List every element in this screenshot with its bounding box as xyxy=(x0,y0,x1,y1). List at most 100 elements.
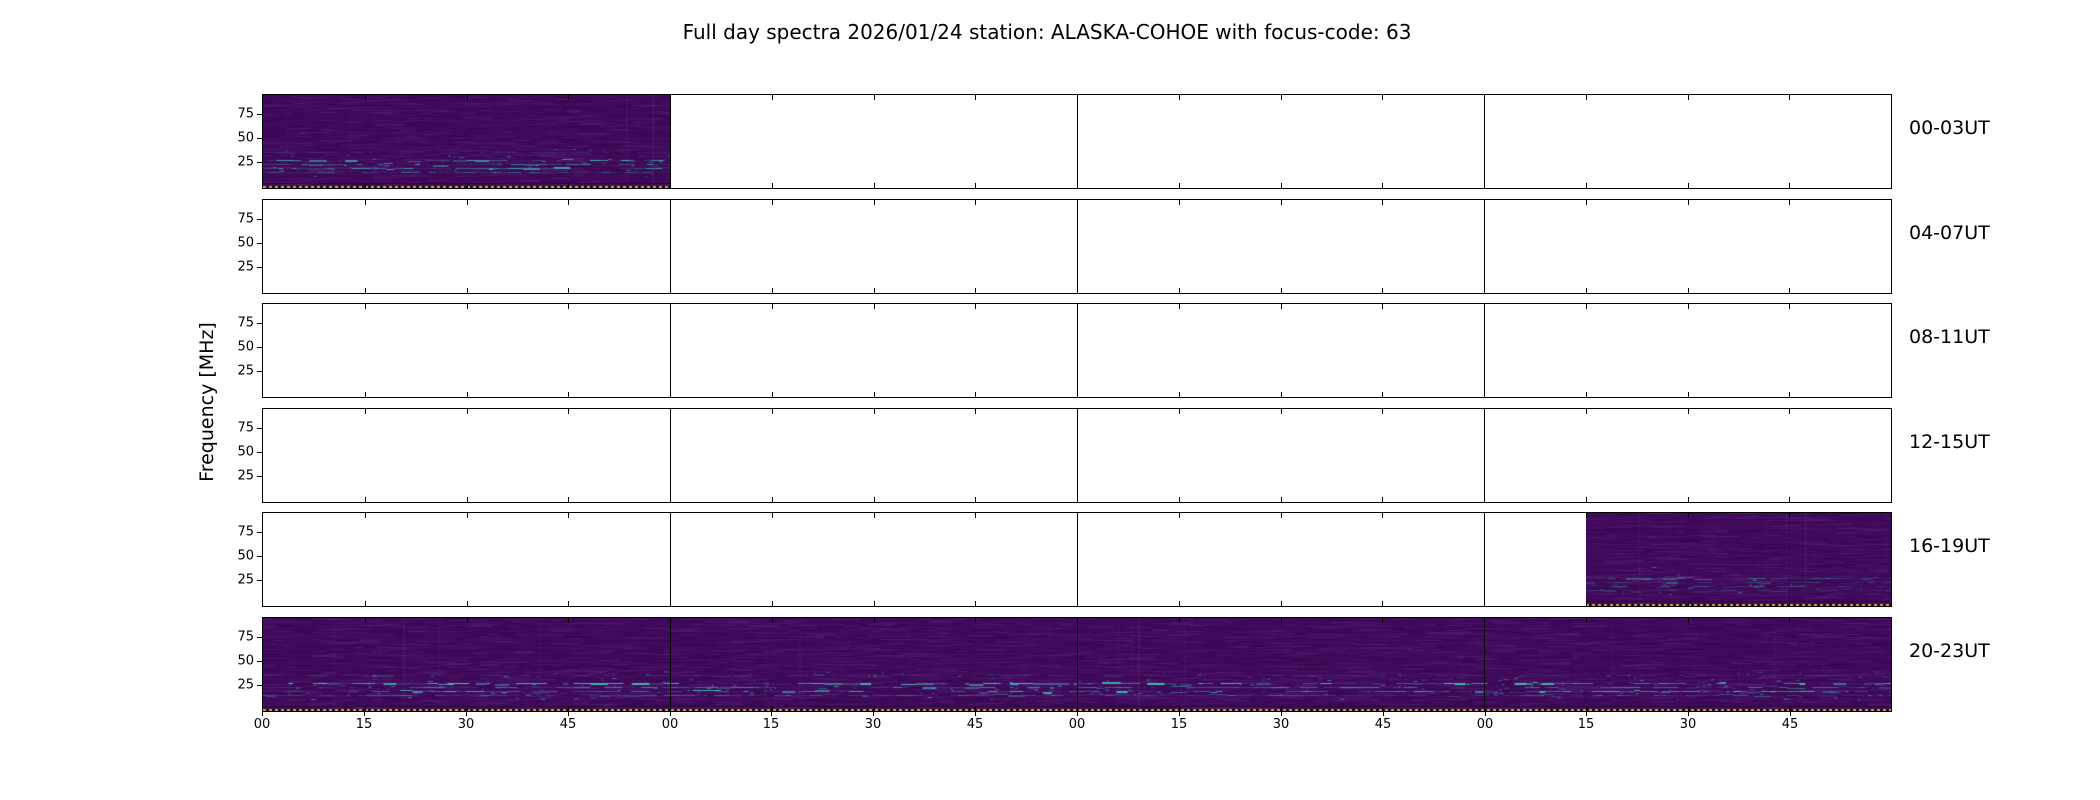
y-tick-label: 75 xyxy=(237,420,254,435)
minor-tick xyxy=(466,95,468,100)
y-tick xyxy=(257,347,262,348)
minor-tick xyxy=(1789,392,1791,397)
y-tick xyxy=(257,532,262,533)
minor-tick xyxy=(873,199,875,205)
y-tick xyxy=(257,684,262,686)
minor-tick xyxy=(364,705,366,711)
hour-gridline xyxy=(1077,513,1078,606)
minor-tick xyxy=(975,95,977,100)
minor-tick xyxy=(364,513,366,518)
minor-tick xyxy=(1585,183,1587,188)
minor-tick xyxy=(771,95,773,100)
hour-gridline xyxy=(1077,95,1078,188)
x-tick xyxy=(670,711,671,716)
minor-tick xyxy=(1280,617,1282,623)
minor-tick xyxy=(466,513,468,518)
minor-tick xyxy=(568,513,570,518)
minor-tick xyxy=(1382,183,1384,188)
minor-tick xyxy=(975,513,977,518)
minor-tick xyxy=(975,392,977,397)
minor-tick xyxy=(1585,287,1587,293)
minor-tick xyxy=(771,199,773,205)
minor-tick xyxy=(1585,392,1587,397)
minor-tick xyxy=(1382,304,1384,309)
minor-tick xyxy=(568,199,570,205)
x-tick-label: 30 xyxy=(457,716,475,732)
minor-tick xyxy=(975,183,977,188)
x-tick xyxy=(873,711,874,716)
minor-tick xyxy=(873,408,875,414)
minor-tick xyxy=(771,513,773,518)
minor-tick xyxy=(1178,183,1180,188)
minor-tick xyxy=(1687,304,1689,309)
hour-gridline xyxy=(1077,199,1078,293)
minor-tick xyxy=(873,95,875,100)
minor-tick xyxy=(1789,408,1791,414)
minor-tick xyxy=(771,496,773,502)
minor-tick xyxy=(1789,617,1791,623)
minor-tick xyxy=(1789,601,1791,606)
minor-tick xyxy=(568,496,570,502)
y-tick xyxy=(257,556,262,557)
y-tick-label: 25 xyxy=(237,363,254,379)
minor-tick xyxy=(1280,392,1282,397)
spectrogram-panel: 75 50 25 08-11UT xyxy=(237,303,1990,398)
y-tick-label: 50 xyxy=(237,444,254,459)
minor-tick xyxy=(1687,601,1689,606)
minor-tick xyxy=(975,199,977,205)
hour-gridline xyxy=(1484,617,1485,711)
hour-gridline xyxy=(1484,408,1485,502)
minor-tick xyxy=(1687,496,1689,502)
minor-tick xyxy=(1280,95,1282,100)
y-tick-label: 50 xyxy=(237,235,254,250)
minor-tick xyxy=(568,601,570,606)
spectrogram-image xyxy=(1586,513,1891,606)
minor-tick xyxy=(873,392,875,397)
minor-tick xyxy=(1280,199,1282,205)
minor-tick xyxy=(1382,95,1384,100)
minor-tick xyxy=(873,496,875,502)
minor-tick xyxy=(1789,199,1791,205)
minor-tick xyxy=(1178,705,1180,711)
spectrogram-panel: 75 50 25 12-15UT xyxy=(237,407,1990,503)
minor-tick xyxy=(771,408,773,414)
y-tick-label: 75 xyxy=(237,315,254,331)
x-tick-label: 15 xyxy=(1577,716,1595,732)
x-tick xyxy=(262,711,263,716)
minor-tick xyxy=(1280,408,1282,414)
minor-tick xyxy=(466,183,468,188)
x-tick-label: 00 xyxy=(1068,716,1086,732)
x-tick xyxy=(1586,711,1587,716)
y-tick xyxy=(257,162,262,163)
minor-tick xyxy=(873,304,875,309)
minor-tick xyxy=(1382,513,1384,518)
minor-tick xyxy=(1789,496,1791,502)
minor-tick xyxy=(771,392,773,397)
chart-title: Full day spectra 2026/01/24 station: ALA… xyxy=(682,20,1412,44)
minor-tick xyxy=(1280,513,1282,518)
x-tick-label: 45 xyxy=(1781,716,1799,732)
y-tick xyxy=(257,451,262,453)
spectrogram-panel: 75 50 25 04-07UT xyxy=(237,198,1990,294)
spectrogram-panel: 75 50 25 16-19UT xyxy=(237,512,1990,607)
row-label: 08-11UT xyxy=(1909,326,1990,349)
y-axis-label: Frequency [MHz] xyxy=(196,322,218,482)
minor-tick xyxy=(1585,705,1587,711)
minor-tick xyxy=(1280,705,1282,711)
minor-tick xyxy=(975,287,977,293)
minor-tick xyxy=(466,496,468,502)
minor-tick xyxy=(568,287,570,293)
minor-tick xyxy=(1382,287,1384,293)
minor-tick xyxy=(1687,392,1689,397)
spectrogram-panel: 75 50 25 00-03UT xyxy=(237,94,1990,189)
y-tick-label: 25 xyxy=(237,468,254,483)
minor-tick xyxy=(771,705,773,711)
minor-tick xyxy=(568,705,570,711)
minor-tick xyxy=(1178,392,1180,397)
x-tick xyxy=(1281,711,1282,716)
y-tick xyxy=(257,218,262,220)
minor-tick xyxy=(364,392,366,397)
minor-tick xyxy=(1178,513,1180,518)
x-tick xyxy=(568,711,569,716)
minor-tick xyxy=(1280,287,1282,293)
